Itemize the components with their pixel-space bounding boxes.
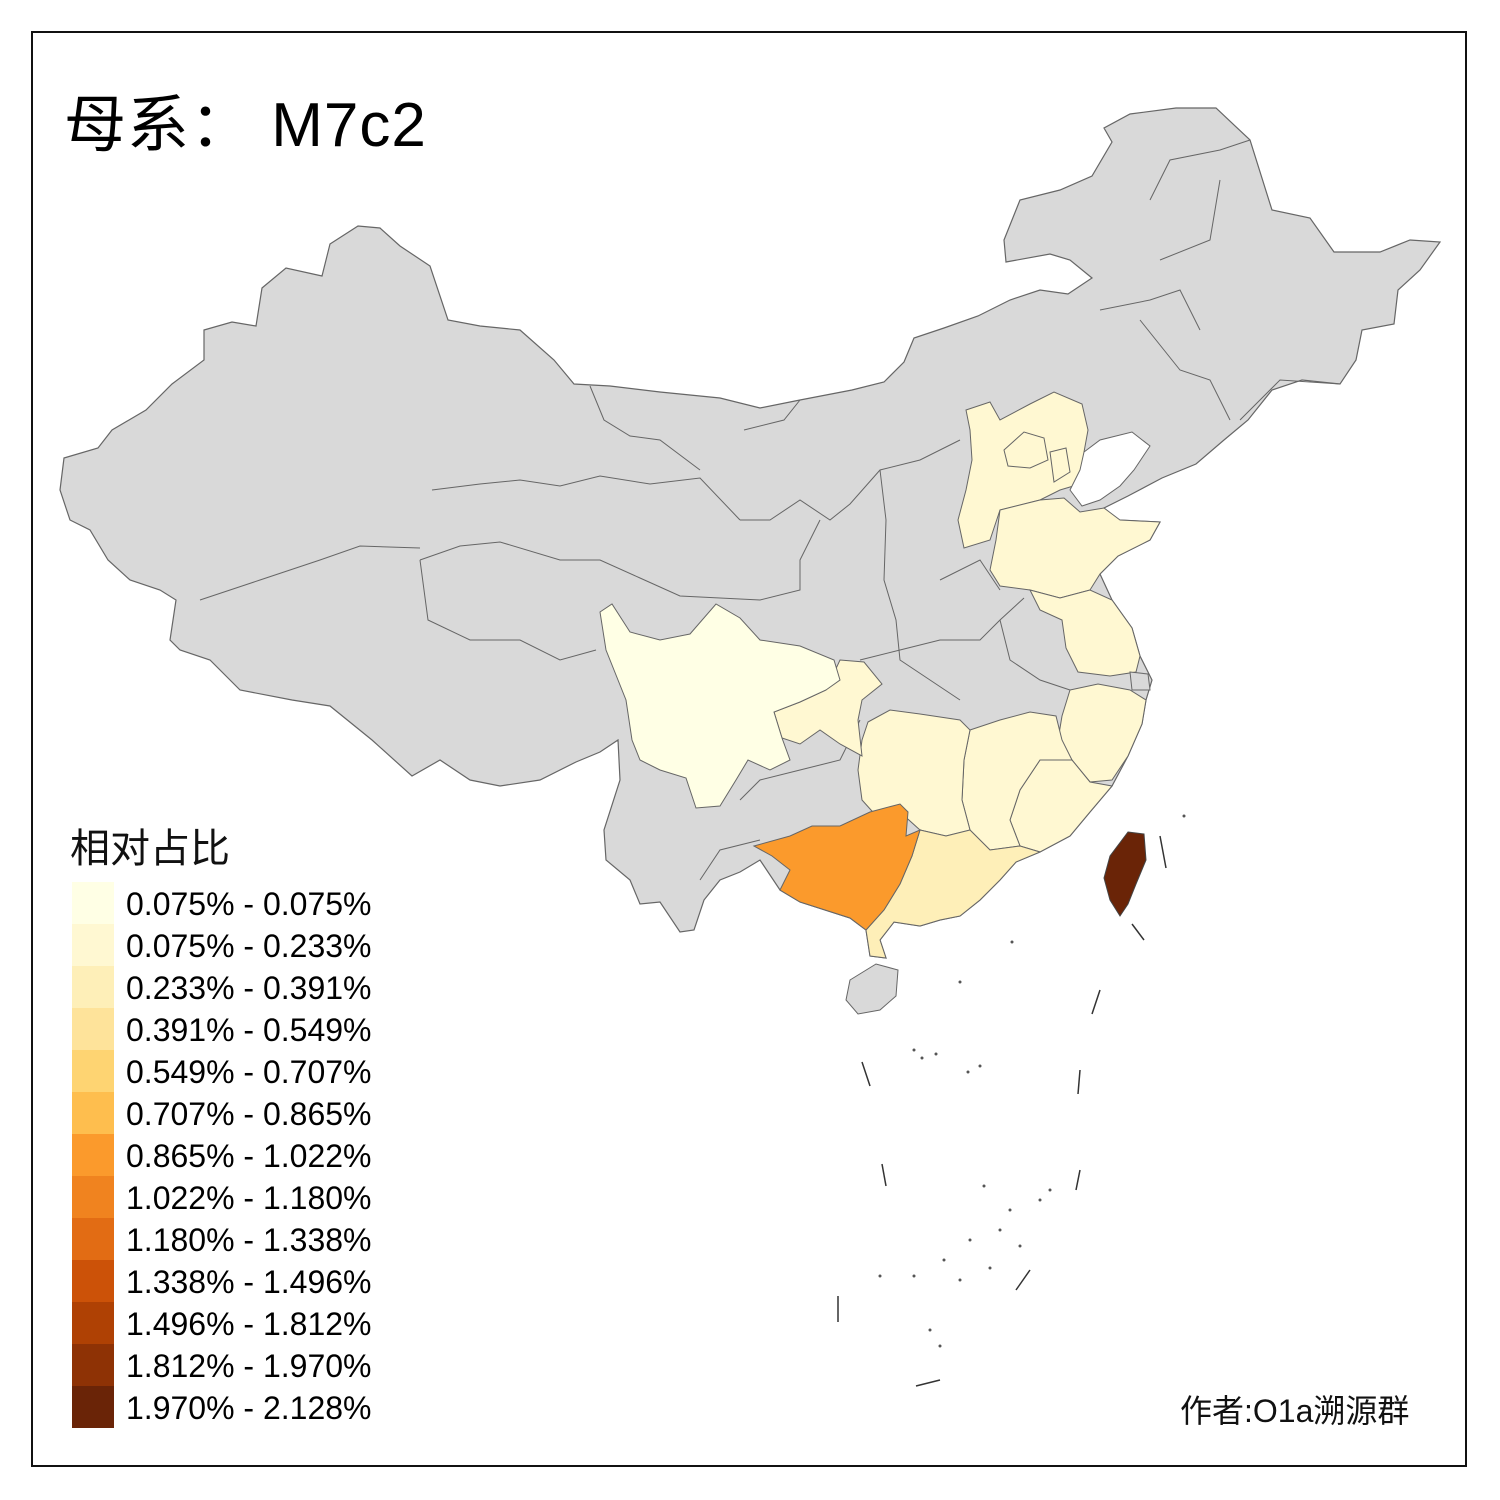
region-mainland-nodata (59, 107, 1442, 959)
region-guangxi (752, 803, 921, 931)
legend-swatch (72, 1050, 114, 1092)
legend-label: 0.075% - 0.233% (126, 928, 372, 964)
legend-label: 0.391% - 0.549% (126, 1012, 372, 1048)
region-beijing (1003, 431, 1049, 469)
legend-swatch (72, 1218, 114, 1260)
legend-label: 0.075% - 0.075% (126, 886, 372, 922)
legend-swatch (72, 1176, 114, 1218)
map-title: 母系： M7c2 (64, 91, 427, 160)
legend-swatch (72, 1134, 114, 1176)
legend-label: 1.180% - 1.338% (126, 1222, 372, 1258)
bohai-sea (1069, 431, 1151, 507)
region-hainan (845, 963, 899, 1015)
island-dots (878, 814, 1186, 1348)
region-tianjin (1049, 447, 1071, 483)
legend-label: 1.022% - 1.180% (126, 1180, 372, 1216)
legend-swatch (72, 1092, 114, 1134)
legend-swatch (72, 1344, 114, 1386)
legend-label: 1.812% - 1.970% (126, 1348, 372, 1384)
region-hebei (957, 391, 1097, 549)
south-sea-islands (837, 835, 1167, 1387)
legend-label: 0.707% - 0.865% (126, 1096, 372, 1132)
region-shandong (989, 497, 1161, 599)
legend-swatch (72, 966, 114, 1008)
region-shanghai (1129, 671, 1151, 691)
region-sichuan (599, 603, 841, 809)
legend-swatch (72, 882, 114, 924)
legend-label: 1.970% - 2.128% (126, 1390, 372, 1426)
region-taiwan (1103, 831, 1147, 917)
legend-swatch (72, 1008, 114, 1050)
legend-swatch (72, 1302, 114, 1344)
legend-label: 0.233% - 0.391% (126, 970, 372, 1006)
legend-label: 1.338% - 1.496% (126, 1264, 372, 1300)
legend-swatch (72, 1260, 114, 1302)
map-frame (31, 31, 1467, 1467)
legend-label: 1.496% - 1.812% (126, 1306, 372, 1342)
legend-title: 相对占比 (70, 827, 230, 871)
legend-label: 0.549% - 0.707% (126, 1054, 372, 1090)
legend-swatch (72, 1386, 114, 1428)
legend-label: 0.865% - 1.022% (126, 1138, 372, 1174)
legend-swatch (72, 924, 114, 966)
author-credit: 作者:O1a溯源群 (1180, 1393, 1410, 1429)
region-jiangsu (1029, 589, 1141, 677)
